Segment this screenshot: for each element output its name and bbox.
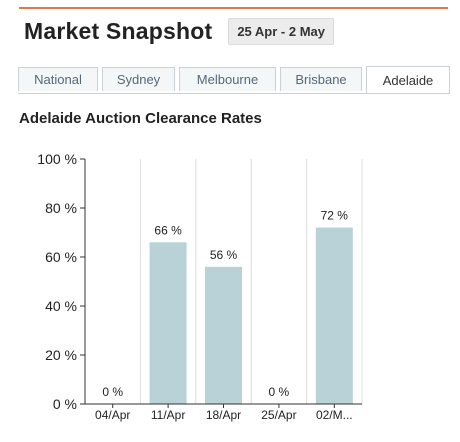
tab-label: Adelaide	[382, 72, 434, 88]
tab-label: Sydney	[116, 72, 161, 87]
bar	[149, 242, 187, 404]
x-tick-label: 04/Apr	[95, 408, 130, 422]
tab-brisbane[interactable]: Brisbane	[280, 67, 362, 91]
y-tick-label: 100 %	[37, 151, 77, 167]
bar	[315, 227, 353, 404]
date-range-badge: 25 Apr - 2 May	[228, 18, 334, 45]
city-tabs: National Sydney Melbourne Brisbane Adela…	[18, 66, 450, 94]
bar-data-label: 0 %	[269, 385, 290, 399]
y-tick-label: 40 %	[45, 298, 77, 314]
bar-data-label: 66 %	[154, 223, 182, 237]
bar	[205, 266, 242, 404]
x-tick-label: 18/Apr	[206, 408, 241, 422]
header: Market Snapshot 25 Apr - 2 May	[24, 18, 334, 45]
tab-label: Melbourne	[196, 72, 259, 87]
tab-national[interactable]: National	[18, 67, 98, 91]
y-tick-label: 20 %	[45, 347, 77, 363]
tab-melbourne[interactable]: Melbourne	[179, 67, 276, 91]
tab-label: Brisbane	[295, 72, 347, 87]
header-accent-rule	[19, 7, 448, 9]
y-tick-label: 60 %	[45, 249, 77, 265]
y-tick-label: 80 %	[45, 200, 77, 216]
tab-adelaide[interactable]: Adelaide	[366, 66, 450, 93]
x-tick-label: 11/Apr	[151, 408, 185, 422]
y-tick-label: 0 %	[53, 396, 77, 412]
chart-title: Adelaide Auction Clearance Rates	[19, 110, 262, 127]
x-tick-label: 25/Apr	[261, 408, 296, 422]
bar-data-label: 56 %	[210, 248, 238, 262]
bar-data-label: 0 %	[102, 385, 123, 399]
bar-data-label: 72 %	[321, 209, 349, 223]
x-tick-label: 02/M...	[316, 408, 353, 422]
page-title: Market Snapshot	[24, 18, 213, 44]
tab-label: National	[34, 72, 82, 87]
tab-sydney[interactable]: Sydney	[102, 67, 175, 91]
